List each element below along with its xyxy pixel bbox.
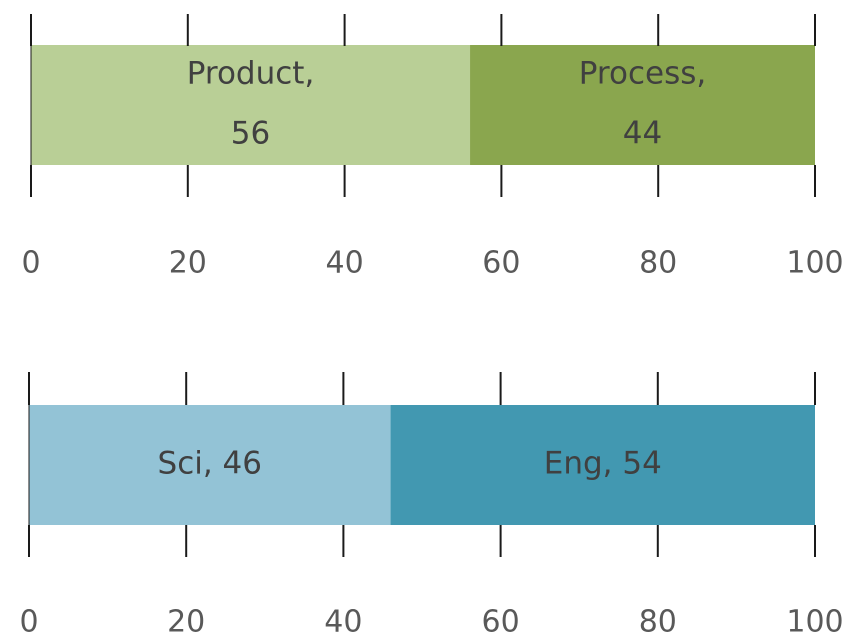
tick-label: 20 <box>167 605 205 637</box>
tick-label: 20 <box>169 246 207 281</box>
tick-label: 40 <box>324 605 362 637</box>
tick-label: 60 <box>482 246 520 281</box>
tick-label: 100 <box>786 246 843 281</box>
segment-data-label: Sci, 46 <box>158 446 263 482</box>
bar-segment <box>31 45 471 165</box>
chart-sci-eng: Sci, 46 Eng, 54 0 20 40 60 80 100 <box>19 372 844 637</box>
segment-data-label: Eng, 54 <box>544 446 662 482</box>
tick-label: 40 <box>326 246 364 281</box>
chart-product-process: Product, 56 Process, 44 0 20 40 60 80 100 <box>21 14 844 281</box>
bar-segment <box>470 45 815 165</box>
tick-label: 80 <box>639 246 677 281</box>
tick-label: 100 <box>786 605 843 637</box>
tick-label: 60 <box>482 605 520 637</box>
segment-data-label: 56 <box>231 116 270 152</box>
tick-label: 80 <box>639 605 677 637</box>
segment-data-label: Product, <box>187 56 315 92</box>
tick-label: 0 <box>19 605 38 637</box>
tick-label: 0 <box>21 246 40 281</box>
segment-data-label: Process, <box>579 56 706 92</box>
bar-segment <box>29 405 391 525</box>
bar-segment <box>390 405 815 525</box>
segment-data-label: 44 <box>623 116 662 152</box>
